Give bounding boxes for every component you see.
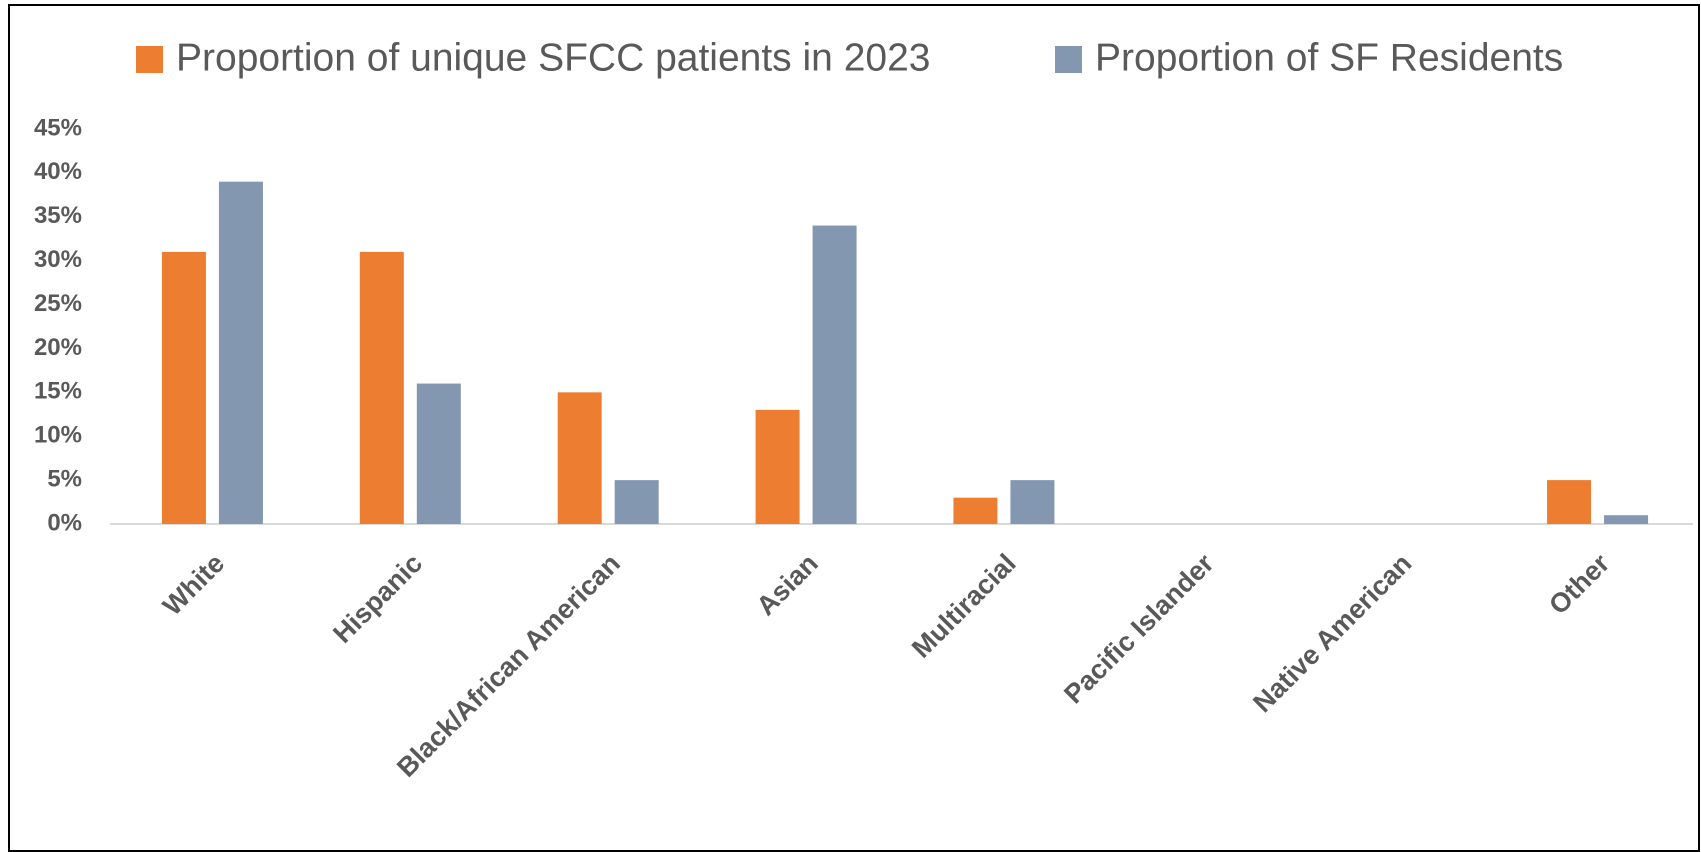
bar: [557, 392, 602, 524]
y-tick-label: 25%: [34, 290, 82, 317]
bar: [812, 225, 857, 525]
bar: [416, 383, 461, 524]
y-tick-label: 30%: [34, 246, 82, 273]
y-tick-label: 20%: [34, 334, 82, 361]
legend-label: Proportion of SF Residents: [1095, 36, 1563, 79]
bar: [755, 409, 800, 524]
bar: [161, 251, 206, 524]
y-tick-label: 45%: [34, 114, 82, 141]
bar: [359, 251, 404, 524]
y-tick-label: 15%: [34, 378, 82, 405]
y-tick-label: 0%: [47, 509, 82, 536]
y-tick-label: 35%: [34, 202, 82, 229]
bar: [1010, 480, 1055, 524]
legend-swatch: [1055, 46, 1082, 73]
legend-label: Proportion of unique SFCC patients in 20…: [176, 36, 930, 79]
y-tick-label: 5%: [47, 465, 82, 492]
bar: [953, 497, 998, 524]
legend-swatch: [136, 46, 163, 73]
bar: [1547, 480, 1592, 524]
y-tick-label: 40%: [34, 158, 82, 185]
y-tick-label: 10%: [34, 422, 82, 449]
bar: [1604, 515, 1649, 524]
bar: [218, 181, 263, 524]
bar: [614, 480, 659, 524]
